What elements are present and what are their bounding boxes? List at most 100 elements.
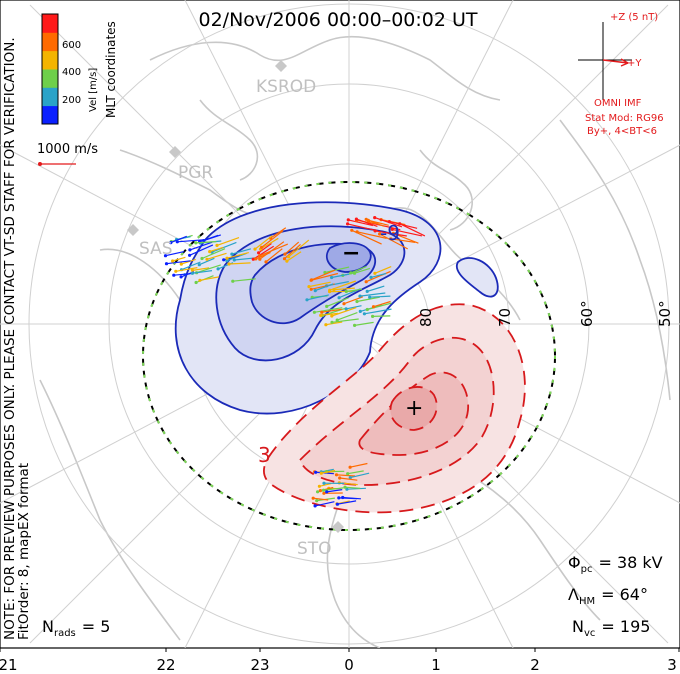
- velocity-vector: [347, 223, 378, 232]
- velocity-vector: [199, 234, 219, 243]
- velocity-vector: [338, 497, 358, 500]
- velocity-vector: [364, 308, 392, 315]
- imf-condition: By+, 4<BT<6: [587, 126, 657, 137]
- velocity-vector-origin: [231, 279, 235, 283]
- imf-model: Stat Mod: RG96: [585, 113, 664, 124]
- velocity-vector: [379, 233, 408, 250]
- velocity-vector: [372, 315, 391, 317]
- velocity-vector: [365, 270, 391, 283]
- velocity-vector: [234, 257, 256, 261]
- velocity-vector: [350, 265, 367, 274]
- lat-label-70: 70: [496, 308, 514, 327]
- velocity-vector: [284, 241, 300, 255]
- velocity-vector: [326, 489, 343, 493]
- colorbar-tick-200: 200: [62, 95, 81, 106]
- velocity-vector: [177, 239, 204, 243]
- velocity-vector: [336, 474, 356, 477]
- velocity-vector: [373, 300, 391, 308]
- velocity-vector: [196, 264, 221, 274]
- velocity-vector: [354, 267, 371, 274]
- velocity-vector: [390, 238, 416, 243]
- velocity-vector: [192, 267, 210, 271]
- velocity-vector-origin: [232, 258, 236, 262]
- velocity-vector: [314, 501, 335, 507]
- contour-label-negative: -9: [380, 221, 400, 245]
- imf-vector-arrow: [602, 59, 629, 64]
- mlt-tick-2: 2: [530, 656, 540, 674]
- velocity-vector: [255, 251, 271, 260]
- velocity-vector: [351, 229, 382, 245]
- velocity-vector: [189, 244, 214, 256]
- velocity-vector: [365, 218, 385, 228]
- potential-min-marker: −: [342, 241, 360, 266]
- velocity-vector: [321, 469, 336, 474]
- velocity-vector: [356, 296, 380, 303]
- coordinate-system-label: MLT coordinates: [104, 21, 118, 118]
- velocity-vector: [265, 248, 283, 263]
- velocity-vector: [367, 285, 385, 292]
- velocity-vector: [370, 272, 387, 278]
- velocity-vector: [389, 221, 418, 229]
- velocity-vector: [375, 230, 407, 237]
- velocity-vector: [192, 270, 213, 274]
- velocity-vector: [323, 487, 344, 491]
- velocity-vector: [346, 487, 366, 490]
- lat-label-80: 80: [417, 308, 435, 327]
- velocity-vector-origin: [174, 269, 178, 273]
- velocity-vector: [331, 307, 357, 317]
- fit-info: FitOrder: 8, mapEX format: [16, 463, 32, 640]
- velocity-vector: [286, 251, 302, 262]
- colorbar-tick-600: 600: [62, 40, 81, 51]
- colorbar-segment: [42, 50, 58, 70]
- velocity-vector: [216, 237, 240, 246]
- coastline-europe: [39, 379, 181, 641]
- velocity-vector: [344, 486, 361, 489]
- velocity-vector-origin: [389, 237, 393, 241]
- station-label-sto: STO: [297, 539, 332, 559]
- mlt-tick-1: 1: [431, 656, 441, 674]
- colorbar-frame: [41, 13, 59, 125]
- potential-max-marker: +: [405, 396, 423, 421]
- negative-contour-island: [455, 257, 499, 298]
- velocity-vector: [324, 266, 350, 274]
- velocity-vector-origin: [194, 241, 198, 245]
- velocity-vector: [231, 248, 252, 255]
- mlt-tick-0: 0: [344, 656, 354, 674]
- lat-label-60: 60°: [578, 300, 596, 327]
- station-marker-pgr: [169, 146, 181, 158]
- map-stats: Φpc = 38 kV ΛHM = 64° Nvc = 195 Nrads = 5: [42, 553, 663, 639]
- velocity-vector: [206, 252, 227, 260]
- velocity-vector: [226, 252, 249, 259]
- velocity-vector: [321, 308, 342, 313]
- velocity-vector: [326, 297, 349, 307]
- velocity-vector: [336, 312, 358, 321]
- colorbar-segment: [42, 69, 58, 88]
- velocity-vector: [172, 256, 186, 262]
- velocity-vector: [270, 227, 287, 239]
- velocity-vector: [339, 477, 358, 481]
- velocity-vector: [181, 261, 201, 271]
- mlt-tick-22: 22: [156, 656, 175, 674]
- velocity-vector-origin: [172, 273, 176, 277]
- velocity-vector: [209, 246, 224, 253]
- velocity-vector: [356, 218, 378, 227]
- imf-scale-label: +Z (5 nT): [610, 12, 658, 23]
- velocity-vector: [175, 267, 198, 272]
- velocity-vector: [259, 243, 289, 257]
- velocity-vector: [367, 302, 392, 311]
- velocity-vector: [359, 292, 386, 297]
- colorbar-segment: [42, 105, 58, 125]
- colorbar-segment: [42, 14, 58, 33]
- station-markers: [127, 60, 344, 533]
- velocity-vector: [260, 237, 279, 250]
- velocity-vector: [288, 239, 310, 258]
- velocity-vector: [320, 312, 338, 316]
- lat-label-50: 50°: [656, 300, 674, 327]
- velocity-vector: [261, 230, 284, 248]
- velocity-vector: [228, 262, 251, 265]
- mlt-tick-21: 21: [0, 656, 18, 674]
- imf-clock-dial: +Z (5 nT) +Y OMNI IMF Stat Mod: RG96 By+…: [578, 12, 664, 137]
- mlt-tick-23: 23: [250, 656, 269, 674]
- velocity-vector: [354, 321, 374, 326]
